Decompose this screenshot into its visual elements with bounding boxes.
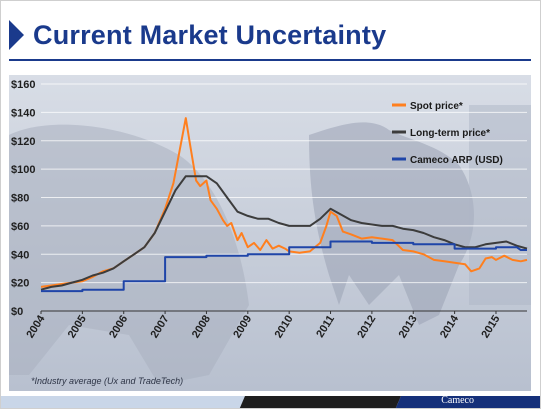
building-silhouette xyxy=(469,105,531,305)
y-tick-label: $20 xyxy=(11,278,29,290)
legend-label-1: Long-term price* xyxy=(410,128,490,139)
chart-panel: $0 $20 $40 $60 $80 $100 $120 $140 $160 2004 2005 20… xyxy=(9,75,531,391)
y-tick-label: $80 xyxy=(11,193,29,205)
legend: Spot price* Long-term price* Cameco ARP (U… xyxy=(392,101,503,166)
y-tick-label: $120 xyxy=(11,136,35,148)
series xyxy=(40,117,528,293)
bull-silhouette-right xyxy=(309,122,474,325)
bull-silhouette-left xyxy=(9,124,249,385)
title-arrow-icon xyxy=(9,20,24,50)
title-bar: Current Market Uncertainty xyxy=(9,15,386,55)
footer-band xyxy=(1,392,540,408)
slide-title: Current Market Uncertainty xyxy=(33,19,387,50)
y-tick-label: $0 xyxy=(11,306,23,318)
y-tick-label: $160 xyxy=(11,79,35,91)
y-tick-label: $140 xyxy=(11,107,35,119)
legend-label-0: Spot price* xyxy=(410,101,463,112)
footnote: *Industry average (Ux and TradeTech) xyxy=(31,376,184,386)
series-line-1 xyxy=(40,175,528,291)
brand-logo-text: Cameco xyxy=(441,395,474,406)
title-divider xyxy=(9,59,531,61)
series-line-2 xyxy=(41,240,527,293)
y-tick-label: $100 xyxy=(11,164,35,176)
legend-label-2: Cameco ARP (USD) xyxy=(410,155,503,166)
grid xyxy=(41,83,527,312)
y-tick-label: $60 xyxy=(11,221,29,233)
y-tick-label: $40 xyxy=(11,249,29,261)
